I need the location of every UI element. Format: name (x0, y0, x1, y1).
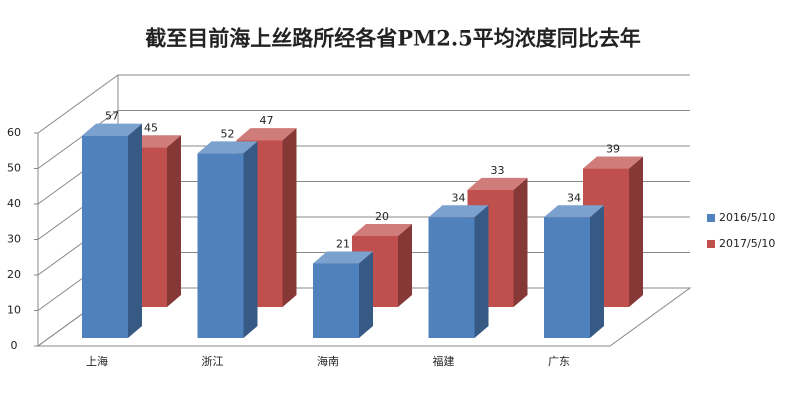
bar-top (583, 156, 643, 169)
bar-side (243, 141, 258, 338)
value-label: 21 (336, 237, 350, 250)
legend-swatch (707, 214, 715, 222)
y-tick-label: 40 (7, 197, 21, 210)
legend-label: 2016/5/10 (719, 211, 775, 224)
y-tick-label: 0 (11, 339, 18, 352)
x-tick-label: 福建 (433, 354, 455, 368)
value-label: 45 (144, 121, 158, 134)
bar-top (82, 123, 142, 136)
y-tick-label: 30 (7, 233, 21, 246)
value-label: 20 (375, 210, 389, 223)
x-tick-label: 浙江 (202, 355, 224, 368)
chart-title: 截至目前海上丝路所经各省PM2.5平均浓度同比去年 (145, 26, 641, 51)
bar (544, 217, 590, 338)
bar-side (474, 205, 489, 338)
value-label: 57 (105, 110, 119, 123)
bar-top (236, 128, 297, 141)
y-tick-label: 20 (7, 268, 21, 281)
bar-side (167, 135, 181, 307)
value-label: 39 (606, 143, 620, 156)
bar-top (467, 177, 528, 190)
x-tick-label: 广东 (548, 355, 570, 368)
bar-side (398, 224, 412, 307)
legend-swatch (707, 240, 715, 248)
bar-side (629, 156, 643, 307)
bar (313, 263, 359, 338)
bar-side (359, 251, 373, 338)
bar-side (282, 128, 297, 307)
y-tick-label: 60 (7, 126, 21, 139)
value-label: 47 (260, 114, 274, 127)
y-tick-label: 10 (7, 304, 21, 317)
value-label: 52 (221, 127, 235, 140)
value-label: 34 (452, 191, 466, 204)
bar (82, 135, 128, 338)
bar (428, 217, 475, 338)
value-label: 33 (491, 164, 505, 177)
bar-top (197, 141, 258, 154)
bar-top (544, 205, 604, 218)
bar-side (128, 123, 142, 339)
bar-side (513, 177, 528, 307)
bar-side (590, 205, 604, 338)
bar (197, 153, 244, 338)
y-tick-label: 50 (7, 162, 21, 175)
bar-top (428, 205, 489, 218)
value-label: 34 (567, 191, 581, 204)
grid-line (37, 74, 690, 134)
bar-top (313, 251, 373, 264)
x-tick-label: 海南 (317, 354, 339, 368)
bar-top (352, 224, 412, 236)
grid-line (37, 110, 690, 169)
legend-label: 2017/5/10 (719, 237, 775, 250)
x-tick-label: 上海 (86, 354, 108, 368)
